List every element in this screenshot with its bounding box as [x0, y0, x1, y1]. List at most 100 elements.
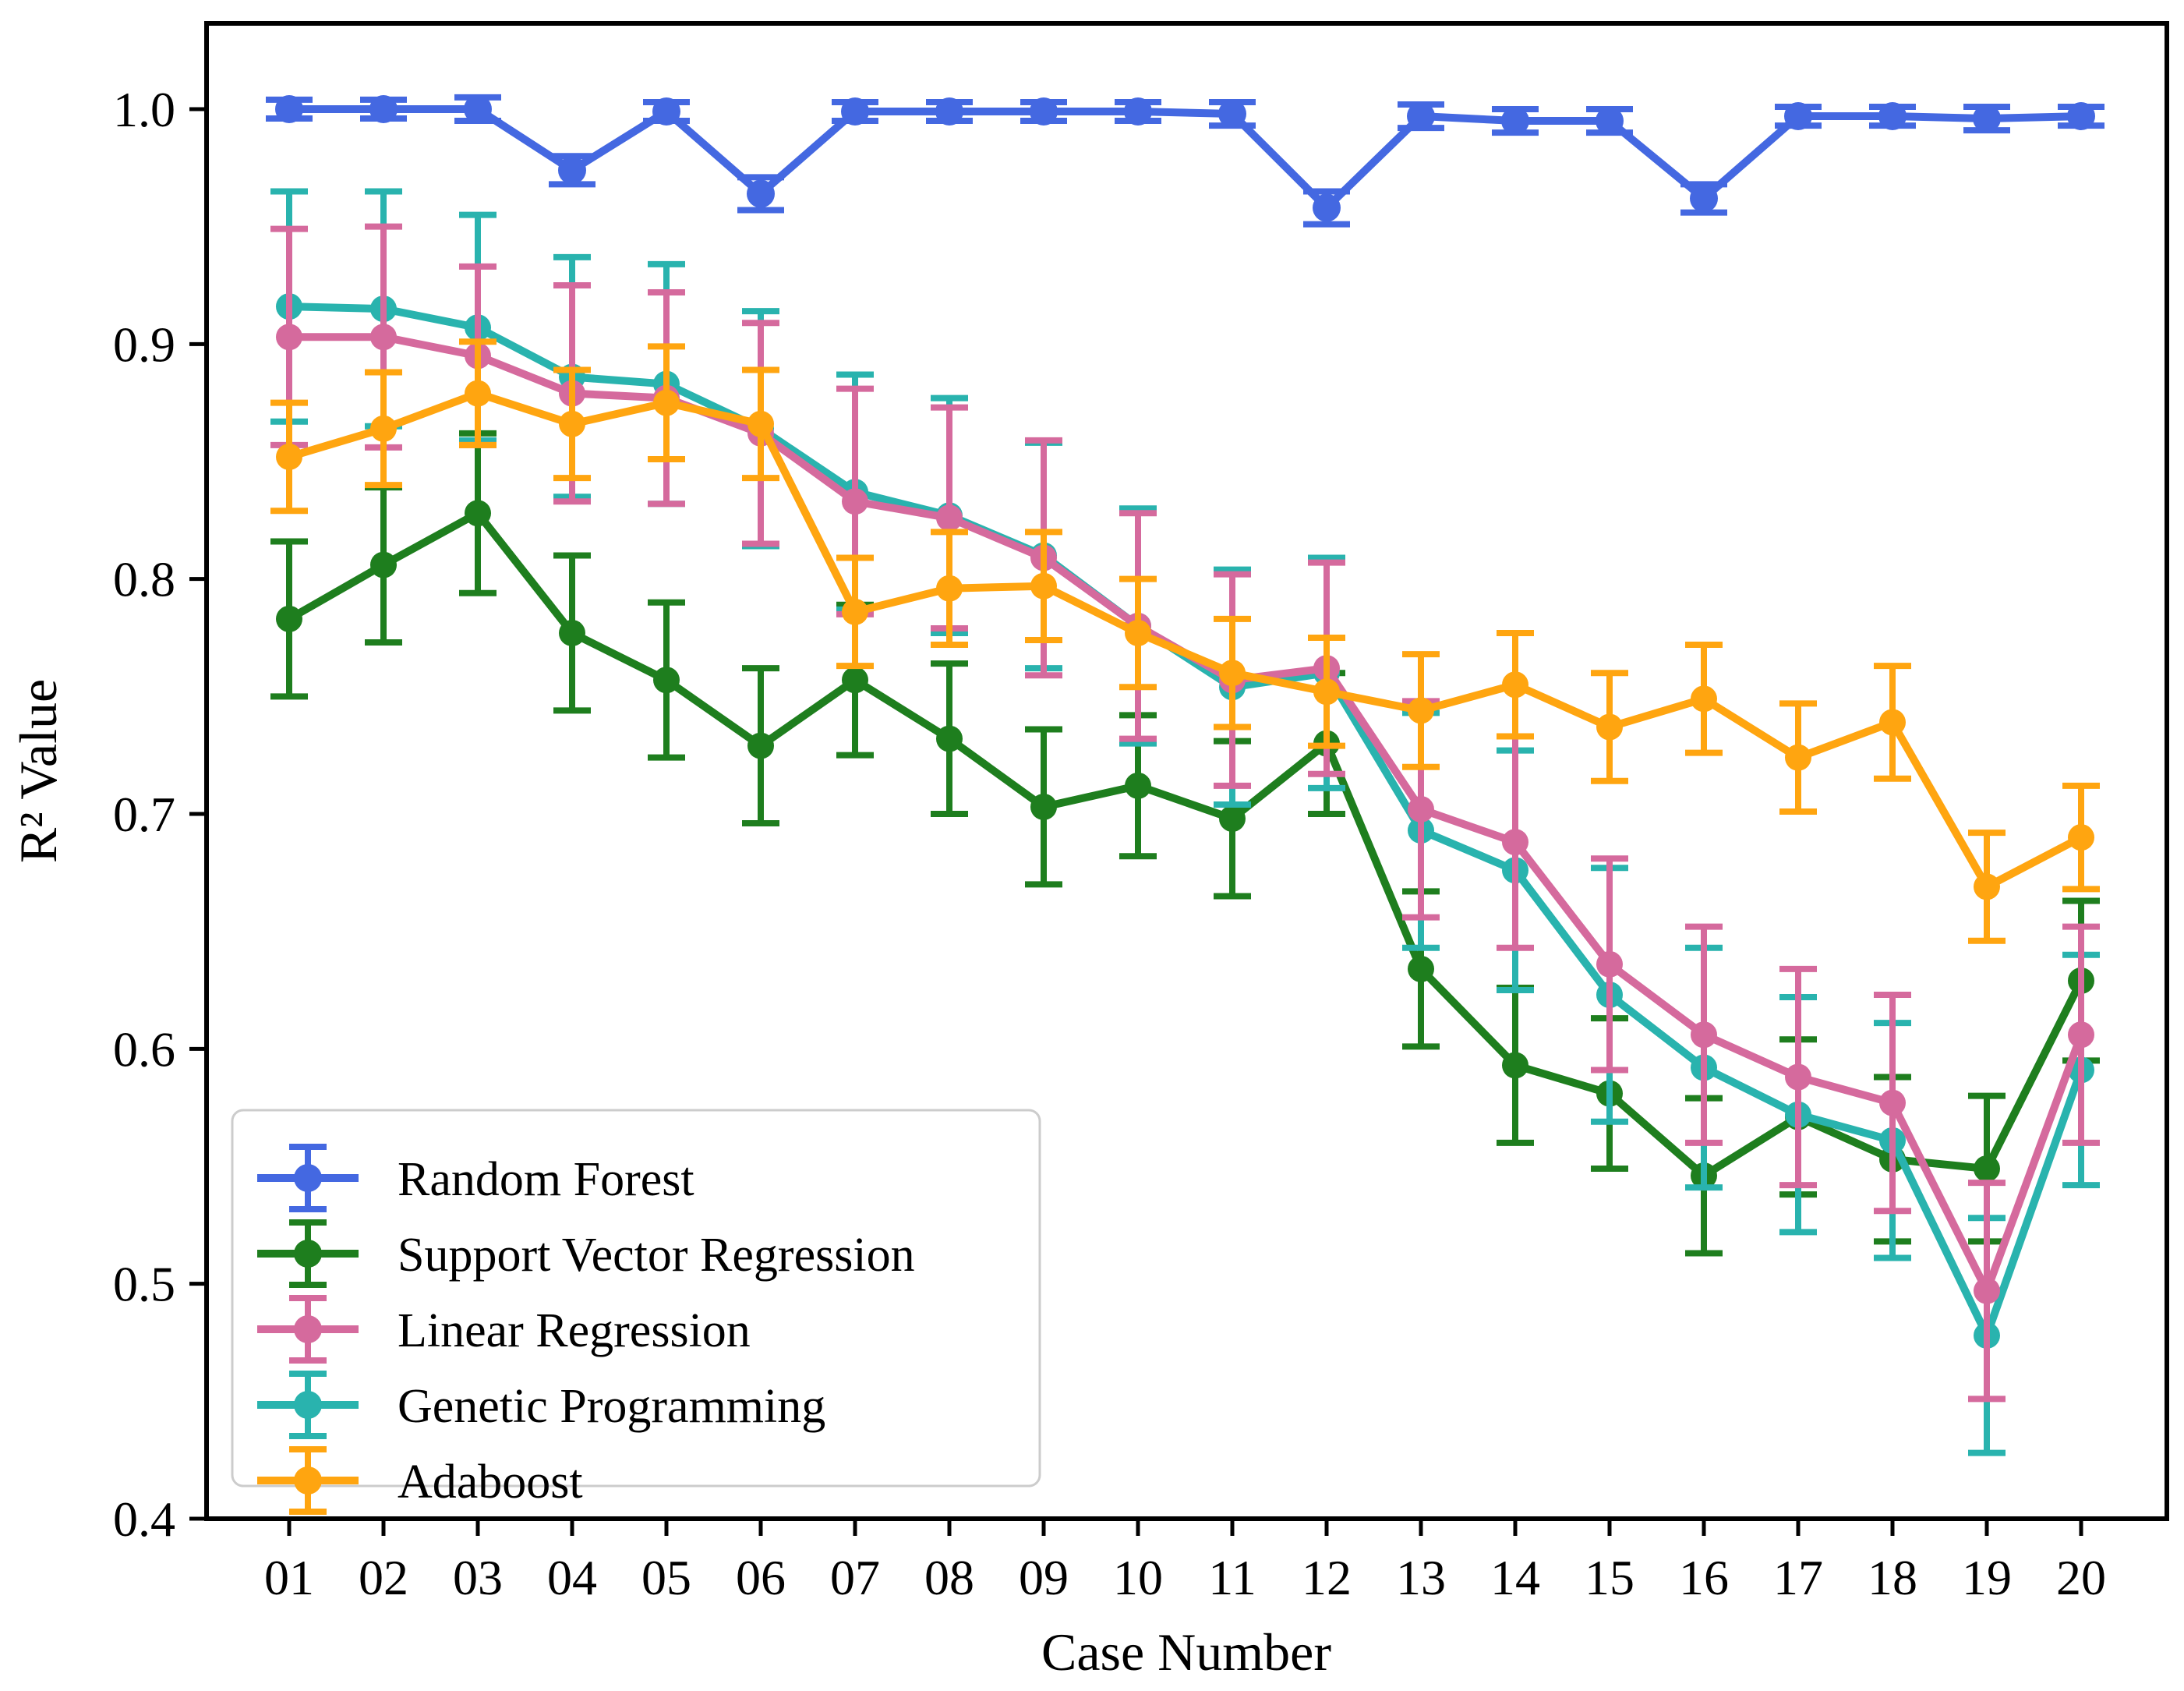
data-point: [1219, 660, 1246, 687]
data-point: [370, 415, 397, 442]
y-tick-label: 0.9: [113, 317, 175, 372]
data-point: [1974, 1155, 2000, 1183]
x-tick-label: 07: [830, 1550, 880, 1605]
data-point: [1690, 184, 1718, 213]
series-adaboost: [270, 338, 2100, 944]
data-point: [559, 619, 585, 646]
x-tick-label: 17: [1773, 1550, 1823, 1605]
data-point: [1691, 685, 1717, 713]
legend-item-support-vector-regression: Support Vector Regression: [257, 1219, 915, 1288]
y-tick-label: 0.7: [113, 787, 175, 842]
data-point: [1219, 805, 1246, 833]
data-point: [1030, 97, 1058, 126]
x-tick-label: 11: [1208, 1550, 1256, 1605]
data-point: [842, 598, 868, 625]
series-line: [285, 509, 2085, 1180]
data-point: [1125, 772, 1151, 799]
x-tick-label: 08: [924, 1550, 974, 1605]
data-point: [1879, 709, 1906, 736]
data-point: [841, 97, 869, 126]
plot-area: [266, 94, 2104, 1456]
data-point: [1596, 950, 1623, 978]
x-axis-title: Case Number: [1041, 1622, 1331, 1682]
data-point: [559, 410, 585, 437]
data-point: [370, 324, 397, 351]
data-point: [1974, 873, 2000, 900]
legend-item-linear-regression: Linear Regression: [257, 1295, 751, 1364]
data-point: [370, 551, 397, 578]
series-line: [285, 104, 2085, 212]
data-point: [747, 732, 774, 759]
data-point: [465, 380, 491, 407]
x-tick-label: 02: [359, 1550, 408, 1605]
legend-item-genetic-programming: Genetic Programming: [257, 1371, 825, 1439]
data-point: [1785, 1063, 1811, 1091]
x-tick-label: 12: [1302, 1550, 1352, 1605]
legend-sample-marker: [294, 1240, 322, 1268]
x-tick-label: 04: [547, 1550, 597, 1605]
axes: 1.0 0.9 0.8 0.7 0.6 0.5 0.4 01 02 03 04 05 06 07 08 09 1…: [113, 21, 2169, 1605]
data-point: [1878, 102, 1907, 131]
data-point: [2068, 824, 2094, 851]
data-point: [653, 389, 680, 416]
series-line: [285, 389, 2085, 891]
data-point: [1408, 955, 1434, 982]
data-point: [276, 324, 302, 351]
x-tick-label: 10: [1113, 1550, 1163, 1605]
x-tick-label: 15: [1585, 1550, 1634, 1605]
legend-item-label: Linear Regression: [398, 1304, 751, 1357]
legend-item-adaboost: Adaboost: [257, 1446, 583, 1515]
y-tick-label: 0.8: [113, 552, 175, 607]
series-random-forest: [266, 94, 2104, 228]
data-point: [276, 443, 302, 470]
x-tick-label: 18: [1868, 1550, 1917, 1605]
legend-sample-marker: [294, 1164, 322, 1192]
data-point: [1407, 102, 1435, 131]
data-point: [369, 94, 398, 123]
data-point: [2068, 1021, 2094, 1049]
data-point: [558, 156, 586, 185]
data-point: [1124, 97, 1152, 126]
data-point: [1030, 793, 1057, 820]
x-tick-label: 14: [1490, 1550, 1540, 1605]
data-point: [653, 667, 680, 694]
data-point: [1218, 100, 1246, 129]
x-tick-label: 01: [264, 1550, 314, 1605]
data-point: [1973, 104, 2001, 133]
y-tick-label: 0.4: [113, 1491, 175, 1547]
data-point: [1596, 107, 1624, 136]
data-point: [935, 97, 963, 126]
data-point: [1408, 795, 1434, 823]
data-point: [936, 504, 963, 532]
data-point: [1502, 829, 1528, 856]
data-point: [1030, 572, 1057, 600]
x-tick-label: 20: [2056, 1550, 2106, 1605]
data-point: [1691, 1021, 1717, 1049]
legend-sample-marker: [294, 1391, 322, 1419]
data-point: [936, 575, 963, 602]
data-point: [1125, 619, 1151, 646]
data-point: [1784, 102, 1812, 131]
data-point: [842, 488, 868, 515]
x-tick-label: 06: [736, 1550, 786, 1605]
legend-item-label: Adaboost: [398, 1456, 583, 1509]
data-point: [1502, 1052, 1528, 1079]
data-point: [275, 94, 303, 123]
data-point: [747, 410, 774, 437]
data-point: [1313, 678, 1340, 706]
x-tick-label: 03: [453, 1550, 503, 1605]
x-tick-label: 19: [1962, 1550, 2012, 1605]
legend-item-random-forest: Random Forest: [257, 1144, 694, 1212]
data-point: [2067, 102, 2095, 131]
x-tick-label: 16: [1679, 1550, 1729, 1605]
legend-sample-marker: [294, 1466, 322, 1495]
data-point: [1313, 193, 1341, 222]
legend-item-label: Genetic Programming: [398, 1380, 825, 1433]
data-point: [1502, 671, 1528, 699]
legend-item-label: Random Forest: [398, 1153, 694, 1206]
y-tick-label: 1.0: [113, 82, 175, 137]
legend-box: [231, 1109, 1041, 1488]
data-point: [1879, 1089, 1906, 1116]
